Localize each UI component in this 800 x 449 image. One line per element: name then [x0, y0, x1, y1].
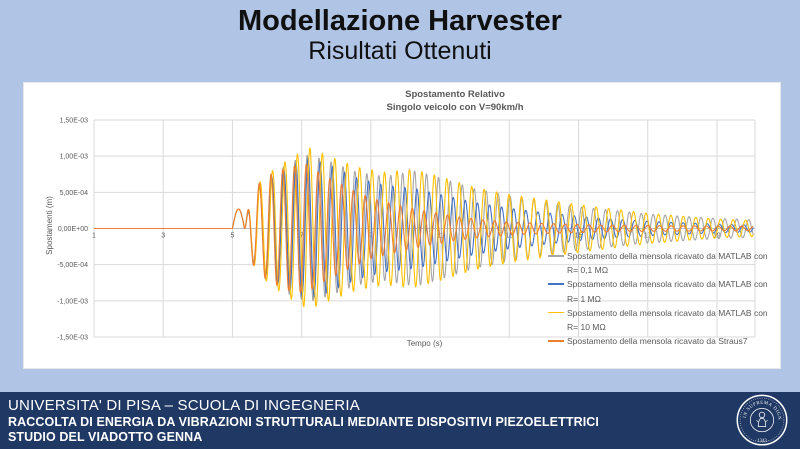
- y-tick-label: 5,00E-04: [60, 190, 89, 197]
- footer-thesis-title: RACCOLTA DI ENERGIA DA VIBRAZIONI STRUTT…: [8, 415, 599, 429]
- chart-legend: Spostamento della mensola ricavato da MA…: [548, 249, 784, 348]
- y-tick-label: -1,00E-03: [57, 298, 88, 305]
- y-tick-label: 1,50E-03: [60, 118, 89, 125]
- y-tick-label: -5,00E-04: [57, 262, 88, 269]
- title-block: Modellazione Harvester Risultati Ottenut…: [0, 5, 800, 65]
- y-tick-label: 1,00E-03: [60, 154, 89, 161]
- slide-title: Modellazione Harvester: [238, 5, 562, 37]
- chart-panel: Spostamento Relativo Singolo veicolo con…: [24, 83, 780, 368]
- y-tick-label: 0,00E+00: [58, 226, 88, 233]
- legend-line-swatch: [548, 255, 564, 257]
- legend-line-swatch: [548, 283, 564, 285]
- university-of-pisa-seal-icon: IN SUPREMA DIGNITATIS · 1343 ·: [734, 393, 788, 446]
- x-tick-label: 17: [644, 233, 652, 240]
- footer-text: UNIVERSITA' DI PISA – SCUOLA DI INGEGNER…: [8, 396, 720, 445]
- slide-subtitle: Risultati Ottenuti: [308, 36, 492, 65]
- legend-item-3: Spostamento della mensola ricavato da St…: [548, 334, 784, 348]
- legend-item-0: Spostamento della mensola ricavato da MA…: [548, 249, 784, 277]
- legend-line-swatch: [548, 340, 564, 342]
- legend-label: Spostamento della mensola ricavato da MA…: [567, 251, 768, 276]
- x-tick-label: 7: [300, 233, 304, 240]
- legend-item-1: Spostamento della mensola ricavato da MA…: [548, 277, 784, 305]
- y-tick-label: -1,50E-03: [57, 335, 88, 342]
- chart-plot: 1,50E-03 1,00E-03 5,00E-04 0,00E+00 -5,00E-0…: [57, 118, 756, 342]
- y-axis-title: Spostamenti (m): [44, 196, 54, 255]
- x-tick-label: 5: [230, 233, 234, 240]
- legend-line-swatch: [548, 311, 564, 314]
- legend-label: Spostamento della mensola ricavato da St…: [567, 336, 748, 347]
- series-line-3: [93, 163, 754, 294]
- chart-title-line1: Spostamento Relativo: [405, 89, 505, 100]
- footer-university: UNIVERSITA' DI PISA – SCUOLA DI INGEGNER…: [8, 397, 360, 414]
- x-tick-label: 3: [161, 233, 165, 240]
- footer-bar: UNIVERSITA' DI PISA – SCUOLA DI INGEGNER…: [0, 392, 800, 449]
- svg-text:· 1343 ·: · 1343 ·: [755, 439, 770, 444]
- footer-study: STUDIO DEL VIADOTTO GENNA: [8, 430, 203, 444]
- x-axis-title: Tempo (s): [406, 339, 443, 348]
- x-tick-label: 1: [92, 233, 96, 240]
- legend-label: Spostamento della mensola ricavato da MA…: [567, 279, 768, 304]
- legend-label: Spostamento della mensola ricavato da MA…: [567, 307, 768, 333]
- x-tick-label: 9: [369, 233, 373, 240]
- x-tick-label: 13: [505, 233, 513, 240]
- legend-item-2: Spostamento della mensola ricavato da MA…: [548, 306, 784, 334]
- chart-title: Spostamento Relativo Singolo veicolo con…: [130, 88, 780, 114]
- chart-title-line2: Singolo veicolo con V=90km/h: [386, 102, 524, 113]
